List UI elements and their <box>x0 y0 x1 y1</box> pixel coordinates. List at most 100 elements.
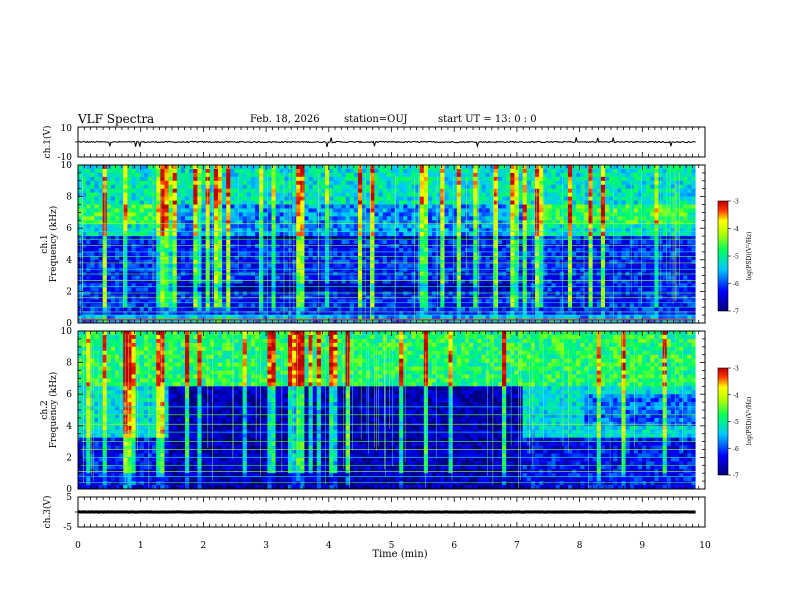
spectrogram-cell <box>86 216 91 221</box>
spectrogram-cell <box>497 236 503 241</box>
spectrogram-cell <box>390 232 396 237</box>
spectrogram-cell <box>119 228 124 233</box>
spectrogram-cell <box>444 192 449 197</box>
spectrogram-cell <box>308 180 314 186</box>
spectrogram-cell <box>292 224 297 229</box>
spectrogram-cell <box>382 240 388 245</box>
spectrogram-cell <box>559 319 565 324</box>
spectrogram-cell <box>164 224 169 229</box>
spectrogram-cell <box>275 275 281 280</box>
spectrogram-cell <box>411 192 417 197</box>
spectrogram-cell <box>287 168 293 174</box>
spectrogram-cell <box>473 165 478 170</box>
spectrogram-cell <box>477 303 482 308</box>
spectrogram-cell <box>395 176 400 182</box>
spectrogram-cell <box>399 303 404 308</box>
spectrogram-cell <box>119 283 124 288</box>
spectrogram-cell <box>493 247 499 253</box>
spectrogram-cell <box>287 172 293 178</box>
spectrogram-cell <box>86 283 91 288</box>
spectrogram-cell <box>518 240 524 245</box>
spectrogram-cell <box>419 303 425 308</box>
spectrogram-cell <box>473 216 478 221</box>
spectrogram-cell <box>448 319 454 324</box>
spectrogram-cell <box>147 168 153 174</box>
spectrogram-cell <box>242 196 248 201</box>
spectrogram-cell <box>287 184 293 190</box>
spectrogram-cell <box>506 208 511 213</box>
spectrogram-cell <box>147 184 153 190</box>
spectrogram-cell <box>172 291 178 296</box>
spectrogram-cell <box>535 287 540 292</box>
spectrogram-cell <box>156 224 161 229</box>
spectrogram-cell <box>226 228 231 233</box>
spectrogram-cell <box>267 172 272 178</box>
spectrogram-cell <box>370 303 375 308</box>
spectrogram-cell <box>267 259 272 265</box>
spectrogram-cell <box>526 240 532 245</box>
spectrogram-cell <box>436 200 441 205</box>
spectrogram-cell <box>152 232 157 237</box>
spectrogram-cell <box>197 232 202 237</box>
spectrogram-cell <box>250 255 256 261</box>
spectrogram-cell <box>386 184 392 190</box>
spectrogram-cell <box>555 196 561 201</box>
spectrogram-cell <box>337 165 342 170</box>
spectrogram-cell <box>213 255 219 261</box>
spectrogram-cell <box>90 315 95 320</box>
spectrogram-cell <box>440 220 445 225</box>
spectrogram-cell <box>329 228 334 233</box>
spectrogram-cell <box>407 291 412 296</box>
spectrogram-cell <box>90 196 95 201</box>
spectrogram-cell <box>283 283 289 288</box>
spectrogram-cell <box>563 275 569 280</box>
spectrogram-cell <box>176 168 182 174</box>
spectrogram-cell <box>510 275 515 280</box>
spectrogram-cell <box>156 247 161 253</box>
spectrogram-cell <box>197 180 202 186</box>
spectrogram-cell <box>370 240 375 245</box>
spectrogram-cell <box>296 216 301 221</box>
spectrogram-cell <box>378 311 384 316</box>
spectrogram-cell <box>275 240 281 245</box>
spectrogram-cell <box>119 244 124 249</box>
spectrogram-cell <box>238 236 244 241</box>
spectrogram-cell <box>415 192 421 197</box>
spectrogram-cell <box>452 204 458 209</box>
spectrogram-cell <box>287 200 293 205</box>
spectrogram-cell <box>386 192 392 197</box>
spectrogram-cell <box>497 307 503 312</box>
spectrogram-cell <box>382 192 388 197</box>
spectrogram-cell <box>271 307 277 312</box>
spectrogram-cell <box>168 236 174 241</box>
spectrogram-cell <box>399 259 404 265</box>
spectrogram-cell <box>98 275 104 280</box>
spectrogram-cell <box>493 279 499 284</box>
spectrogram-cell <box>250 188 256 194</box>
spectrogram-cell <box>189 228 194 233</box>
spectrogram-cell <box>320 216 326 221</box>
spectrogram-cell <box>366 299 371 304</box>
spectrogram-cell <box>139 216 145 221</box>
spectrogram-cell <box>493 196 499 201</box>
spectrogram-cell <box>473 244 478 249</box>
spectrogram-cell <box>473 263 478 269</box>
spectrogram-cell <box>559 315 565 320</box>
spectrogram-cell <box>460 251 466 257</box>
spectrogram-cell <box>370 244 375 249</box>
spectrogram-cell <box>465 319 470 324</box>
spectrogram-cell <box>90 303 95 308</box>
spectrogram-cell <box>180 251 186 257</box>
spectrogram-cell <box>230 204 235 209</box>
spectrogram-cell <box>119 251 124 257</box>
spectrogram-cell <box>296 208 301 213</box>
spectrogram-cell <box>456 176 462 182</box>
spectrogram-cell <box>382 220 388 225</box>
spectrogram-cell <box>271 180 277 186</box>
spectrogram-cell <box>320 188 326 194</box>
spectrogram-cell <box>399 244 404 249</box>
spectrogram-cell <box>115 220 120 225</box>
spectrogram-cell <box>452 255 458 261</box>
spectrogram-cell <box>353 220 359 225</box>
spectrogram-cell <box>427 200 433 205</box>
